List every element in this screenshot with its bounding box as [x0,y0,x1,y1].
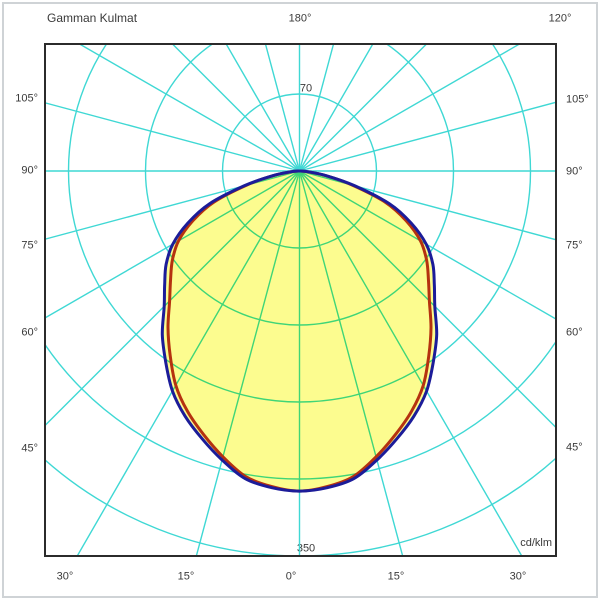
spoke-line [171,44,300,172]
spoke-line [45,170,300,427]
spoke-line [195,170,301,556]
spoke-line [299,170,556,429]
spoke-line [299,101,556,172]
angle-label-right: 90° [566,165,583,178]
spoke-line [299,170,556,320]
angle-label-left: 105° [15,92,38,105]
angle-label-bottom: 15° [177,570,195,583]
spoke-line [298,170,404,556]
spoke-line [78,44,300,172]
angle-label-bottom: 15° [387,570,405,583]
plot-border [44,43,557,557]
angle-label-left: 60° [21,326,38,339]
plot-area [45,44,556,556]
angle-label-top: 120° [548,12,572,25]
spoke-line [76,170,301,556]
angle-label-left: 45° [21,442,38,455]
angle-label-bottom: 30° [56,570,74,583]
angle-label-top: 180° [288,12,312,25]
angle-label-right: 60° [566,326,583,339]
radial-tick-label: 70 [299,82,313,95]
angle-label-right: 45° [566,441,583,454]
spoke-line [225,44,301,172]
spoke-line [298,44,335,172]
spoke-line [299,44,428,172]
spoke-line [299,170,556,241]
spoke-line [45,102,300,172]
unit-label: cd/klm [520,537,552,549]
spoke-line [299,44,521,172]
polar-grid [45,44,556,556]
radial-tick-label: 350 [296,542,316,555]
angle-label-left: 75° [21,239,38,252]
angle-label-right: 75° [566,239,583,252]
page-title: Gamman Kulmat [47,11,138,25]
spoke-line [298,44,374,172]
angle-label-bottom: 0° [285,570,297,583]
angle-label-bottom: 30° [509,570,527,583]
curve-c90-c270 [160,169,439,493]
spoke-line [45,170,300,240]
spoke-line [264,44,301,172]
angle-label-right: 105° [566,93,589,106]
angle-label-left: 90° [21,164,38,177]
spoke-line [45,170,300,319]
spoke-line [298,170,523,556]
polar-chart [45,44,556,556]
